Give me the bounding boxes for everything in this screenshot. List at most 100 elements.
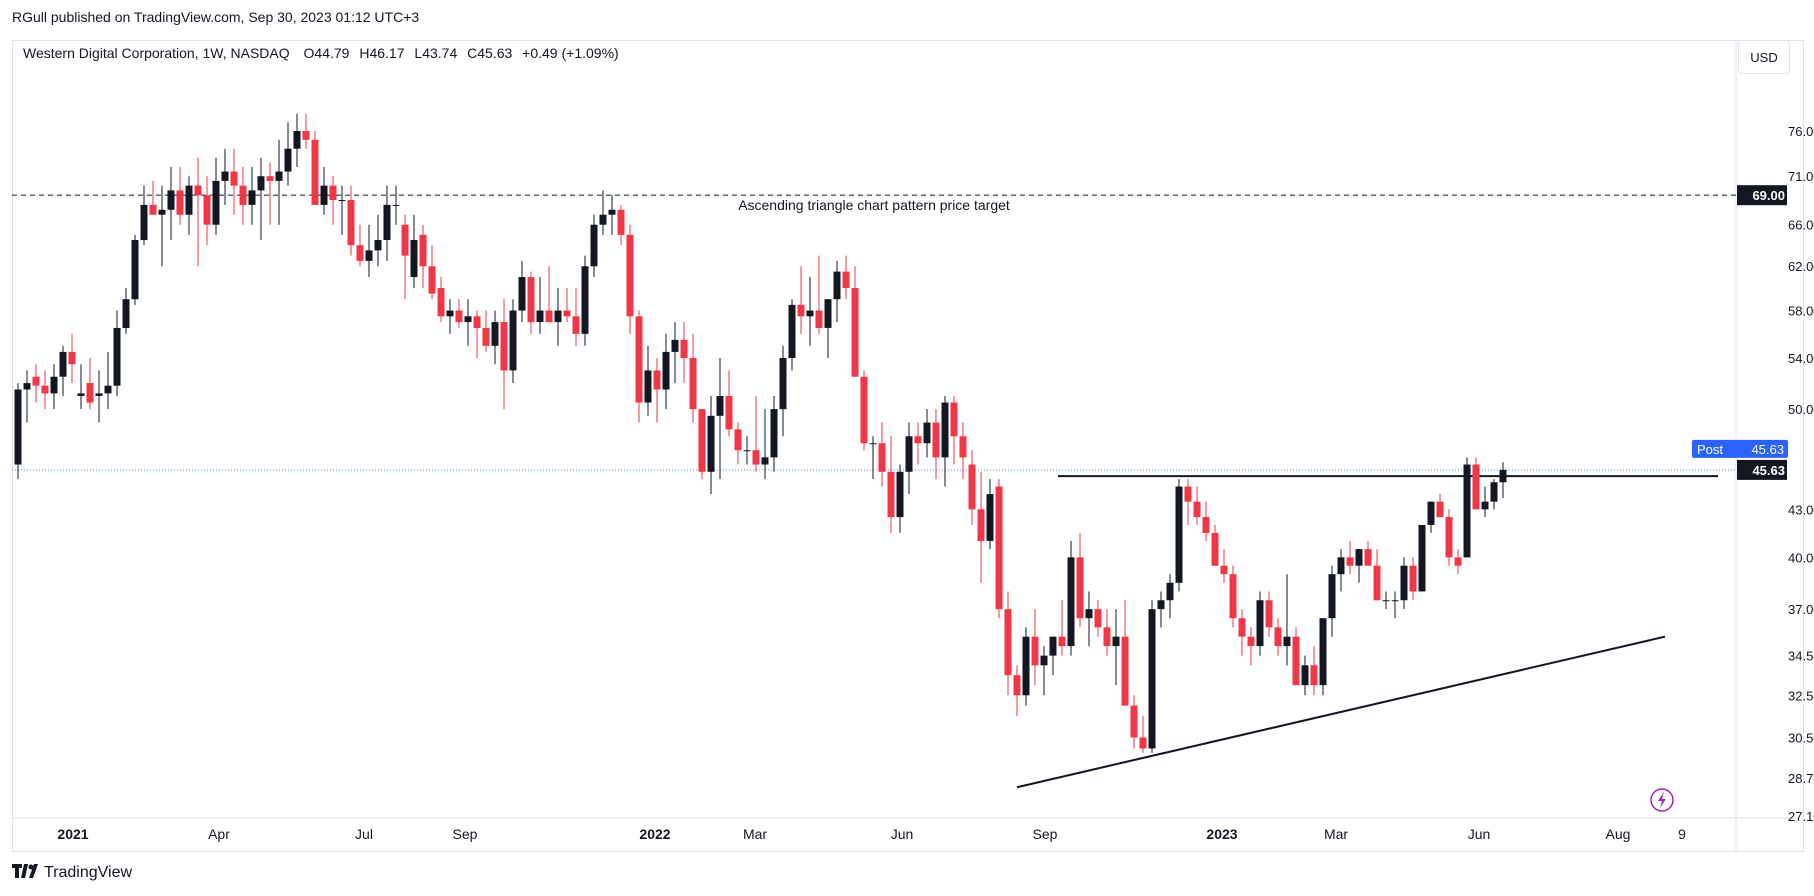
price-tick-label: 37.00: [1788, 602, 1814, 617]
ohlc-change: +0.49 (+1.09%): [522, 45, 619, 61]
candle-body: [716, 395, 724, 416]
candle-body: [572, 316, 580, 334]
price-tick-label: 30.50: [1788, 730, 1814, 745]
candle-body: [1382, 600, 1390, 602]
time-tick-label: Jul: [355, 826, 373, 842]
time-tick-label: Sep: [1033, 826, 1058, 842]
tradingview-footer[interactable]: TradingView: [12, 864, 132, 882]
candle-body: [1310, 665, 1318, 686]
time-tick-label: Jun: [1468, 826, 1491, 842]
candle-body: [1130, 705, 1138, 738]
candle-body: [1049, 636, 1057, 656]
symbol-title: Western Digital Corporation, 1W, NASDAQ: [23, 45, 290, 61]
candle-body: [1013, 675, 1021, 696]
price-tick-label: 40.00: [1788, 550, 1814, 565]
candle-body: [626, 234, 634, 317]
candle-body: [509, 310, 517, 371]
candle-body: [446, 310, 454, 317]
candle-body: [392, 204, 400, 206]
flash-icon[interactable]: [1650, 788, 1674, 812]
candle-body: [608, 209, 616, 215]
price-tick-label: 50.00: [1788, 402, 1814, 417]
time-tick-label: Mar: [1324, 826, 1348, 842]
candle-body: [482, 327, 490, 346]
candle-body: [851, 288, 859, 377]
currency-button[interactable]: USD: [1738, 40, 1790, 74]
candle-body: [707, 415, 715, 472]
price-tick-label: 62.00: [1788, 259, 1814, 274]
target-price-label: 69.00: [1752, 188, 1785, 203]
candle-body: [1148, 609, 1156, 749]
candle-body: [1265, 600, 1273, 628]
candle-body: [824, 299, 832, 328]
candle-body: [347, 200, 355, 246]
price-tick-label: 27.10: [1788, 809, 1814, 824]
candle-body: [1355, 549, 1363, 566]
candle-body: [293, 131, 301, 149]
candle-body: [365, 250, 373, 261]
publisher-line: RGull published on TradingView.com, Sep …: [12, 9, 420, 25]
candle-body: [383, 204, 391, 240]
candle-body: [896, 471, 904, 518]
candle-body: [1436, 501, 1444, 518]
time-tick-label: Jun: [891, 826, 914, 842]
candle-body: [41, 385, 49, 394]
ohlc-open: O44.79: [303, 45, 350, 61]
time-tick-label: 2023: [1206, 826, 1237, 842]
symbol-exchange: NASDAQ: [230, 45, 290, 61]
candle-body: [491, 322, 499, 346]
candle-body: [1202, 517, 1210, 533]
candle-body: [617, 209, 625, 235]
candle-body: [698, 409, 706, 472]
current-price-label-bg: [1737, 459, 1787, 480]
candle-body: [806, 310, 814, 317]
candle-body: [50, 376, 58, 394]
price-tick-label: 43.00: [1788, 502, 1814, 517]
candle-body: [1067, 557, 1075, 647]
candle-body: [1058, 636, 1066, 647]
candle-body: [455, 310, 463, 323]
price-tick-label: 66.00: [1788, 218, 1814, 233]
time-tick-label: Aug: [1606, 826, 1631, 842]
candle-body: [356, 245, 364, 261]
candle-body: [1481, 501, 1489, 510]
candle-body: [680, 339, 688, 359]
candle-body: [86, 383, 94, 403]
symbol-legend[interactable]: Western Digital Corporation, 1W, NASDAQ …: [23, 45, 629, 61]
price-tick-label: 32.50: [1788, 688, 1814, 703]
price-tick-label: 58.00: [1788, 304, 1814, 319]
candle-body: [437, 288, 445, 317]
candle-body: [761, 457, 769, 465]
candle-body: [941, 402, 949, 458]
candle-body: [779, 358, 787, 410]
candle-body: [1454, 557, 1462, 566]
candle-body: [536, 310, 544, 323]
ohlc-close: C45.63: [467, 45, 513, 61]
candle-body: [23, 383, 31, 390]
chart-frame[interactable]: [12, 40, 1804, 852]
candle-body: [1220, 565, 1228, 575]
candle-body: [563, 310, 571, 317]
ohlc-low: L43.74: [414, 45, 458, 61]
candle-body: [302, 131, 310, 140]
symbol-name: Western Digital Corporation: [23, 45, 195, 61]
candle-body: [410, 239, 418, 278]
tradingview-logo-icon: [12, 864, 38, 882]
candle-body: [554, 310, 562, 323]
candle-body: [1112, 636, 1120, 647]
candle-body: [590, 224, 598, 267]
candle-body: [887, 471, 895, 518]
candle-body: [14, 389, 22, 465]
candle-body: [68, 351, 76, 365]
candle-body: [1283, 636, 1291, 647]
candle-body: [797, 304, 805, 317]
candle-body: [905, 436, 913, 472]
candle-body: [1337, 557, 1345, 575]
candle-body: [1157, 600, 1165, 610]
target-price-label-bg: [1737, 185, 1787, 206]
candle-body: [671, 339, 679, 352]
candle-body: [734, 429, 742, 451]
candle-body: [1409, 565, 1417, 592]
candle-body: [1472, 464, 1480, 510]
